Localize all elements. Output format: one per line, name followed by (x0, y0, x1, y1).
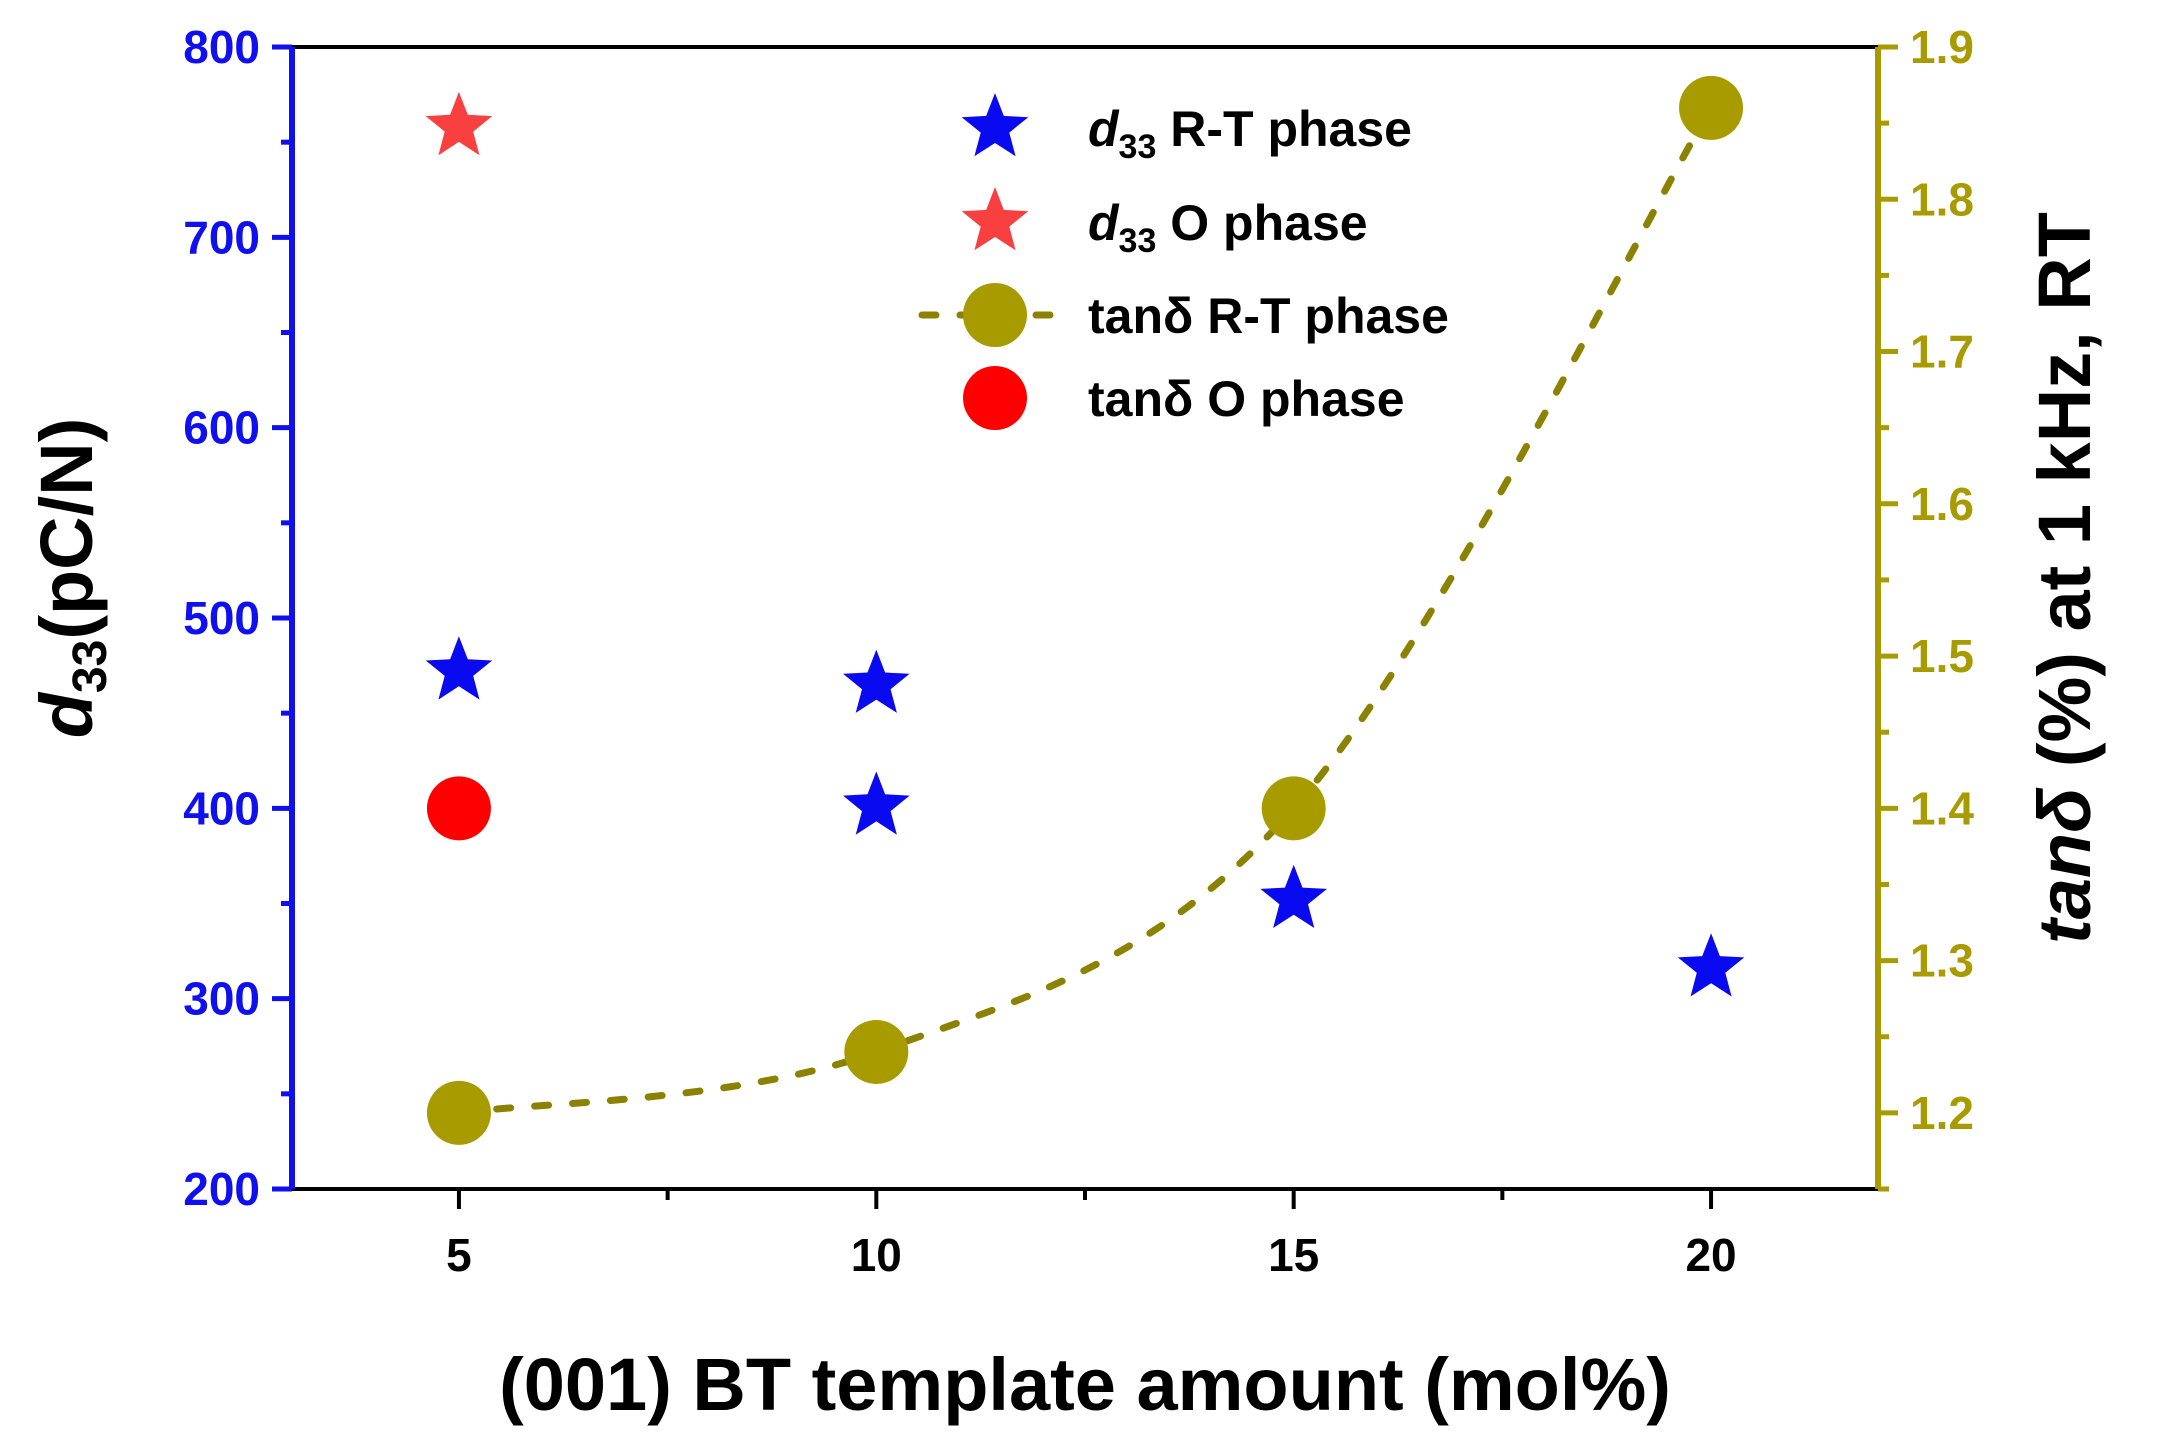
x-tick-label: 15 (1268, 1229, 1319, 1281)
legend-label-subscript: 33 (1119, 222, 1157, 260)
star-marker (425, 91, 493, 156)
y-axis-right-title: tanδ (%) at 1 kHz, RT (2023, 212, 2106, 944)
legend-star-marker (961, 187, 1029, 251)
trend-line (455, 104, 1715, 1117)
y-right-tick-label: 1.7 (1910, 326, 1974, 378)
x-axis: 5 10 15 20 (446, 1189, 1737, 1281)
star-marker (843, 649, 910, 713)
circle-marker (426, 776, 491, 841)
legend-star-marker (961, 93, 1029, 157)
legend-label-subscript: 33 (1119, 128, 1157, 166)
legend-label-rest: R-T phase (1156, 101, 1412, 157)
circle-marker (844, 1019, 909, 1084)
y-right-tick-label: 1.3 (1910, 935, 1974, 987)
y-left-tick-label: 700 (183, 211, 260, 263)
legend-circle-marker (963, 366, 1027, 430)
y-right-tick-label: 1.5 (1910, 630, 1974, 682)
circle-marker (1261, 776, 1326, 841)
y-left-title-symbol: d (25, 691, 108, 738)
circle-marker (426, 1080, 491, 1145)
y-right-title-symbol: tanδ (2023, 787, 2106, 944)
y-left-title-rest: (pC/N) (25, 418, 108, 640)
legend-label-rest: O phase (1156, 195, 1367, 251)
y-right-tick-label: 1.9 (1910, 21, 1974, 73)
legend-label: d33 O phase (1088, 195, 1368, 260)
legend-label-symbol: d (1088, 195, 1120, 251)
plot-frame (289, 45, 1881, 1191)
tan-delta-trend-line (455, 104, 1715, 1117)
star-marker (1677, 933, 1745, 997)
y-left-tick-label: 400 (183, 782, 260, 834)
y-left-tick-label: 800 (183, 21, 260, 73)
y-right-tick-label: 1.2 (1910, 1087, 1974, 1139)
y-right-tick-label: 1.4 (1910, 782, 1974, 834)
star-marker (425, 636, 493, 700)
y-right-tick-label: 1.6 (1910, 478, 1974, 530)
y-right-title-rest: (%) at 1 kHz, RT (2023, 212, 2106, 788)
y-left-tick-label: 500 (183, 592, 260, 644)
x-tick-label: 10 (851, 1229, 902, 1281)
y-left-tick-label: 200 (183, 1163, 260, 1215)
star-marker (843, 771, 910, 835)
x-tick-label: 5 (446, 1229, 472, 1281)
star-marker (1260, 864, 1327, 928)
legend-label: d33 R-T phase (1088, 101, 1412, 166)
data-markers (425, 75, 1745, 1145)
y-left-tick-label: 600 (183, 402, 260, 454)
y-left-title-subscript: 33 (64, 640, 117, 693)
legend-circle-marker (963, 283, 1027, 347)
x-tick-label: 20 (1685, 1229, 1736, 1281)
y-right-tick-label: 1.8 (1910, 173, 1974, 225)
y-left-tick-label: 300 (183, 973, 260, 1025)
y-axis-left: 200 300 400 500 600 700 800 (183, 21, 292, 1215)
circle-marker (1679, 75, 1744, 140)
legend-label-symbol: d (1088, 101, 1120, 157)
y-axis-right: 1.2 1.3 1.4 1.5 1.6 1.7 1.8 1.9 (1878, 21, 1974, 1192)
legend-label: tanδ O phase (1088, 371, 1405, 427)
legend-label: tanδ R-T phase (1088, 288, 1449, 344)
y-axis-left-title: d33(pC/N) (25, 418, 117, 739)
x-axis-title: (001) BT template amount (mol%) (499, 1343, 1671, 1426)
